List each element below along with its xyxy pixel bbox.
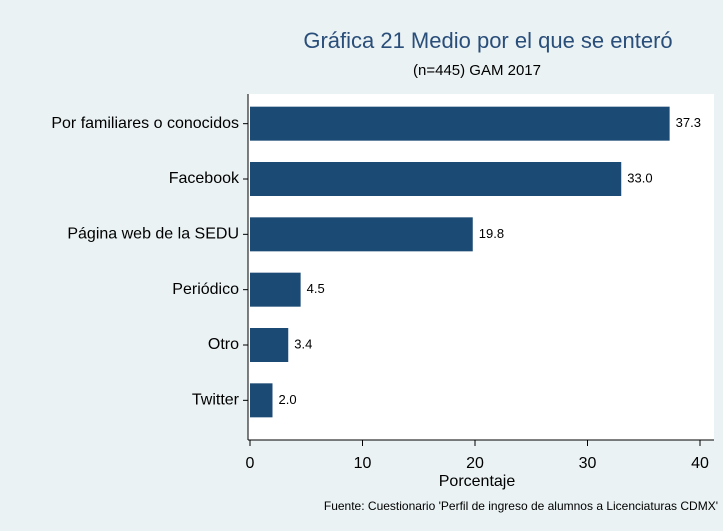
x-axis-label: Porcentaje [439,473,516,490]
x-tick-label: 0 [246,455,255,472]
data-label: 3.4 [294,336,312,351]
data-label: 37.3 [676,115,701,130]
y-tick-label: Otro [208,336,239,353]
x-tick-label: 30 [579,455,597,472]
y-tick-label: Por familiares o conocidos [51,115,239,132]
chart-title: Gráfica 21 Medio por el que se enteró [303,28,672,53]
x-tick-label: 10 [354,455,372,472]
bar [250,106,670,141]
y-tick-label: Periódico [172,281,239,298]
y-tick-label: Twitter [192,392,240,409]
x-tick-label: 40 [691,455,709,472]
data-label: 33.0 [627,170,652,185]
data-label: 4.5 [307,281,325,296]
x-tick-label: 20 [466,455,484,472]
chart-subtitle: (n=445) GAM 2017 [413,62,541,79]
data-label: 2.0 [279,392,297,407]
y-tick-label: Facebook [169,170,240,187]
y-tick-label: Página web de la SEDU [67,226,239,243]
plot-area [248,94,714,440]
bar [250,217,473,252]
bar [250,272,301,307]
bar [250,383,273,418]
source-note: Fuente: Cuestionario 'Perfil de ingreso … [324,499,718,513]
data-label: 19.8 [479,226,504,241]
bar [250,328,289,362]
bar [250,162,622,196]
